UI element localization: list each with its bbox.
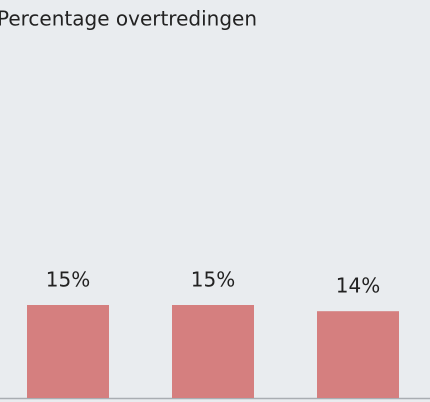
value-label: 15% [191,268,235,292]
bar [172,305,254,398]
chart-title: Percentage overtredingen [0,7,257,31]
bar [317,311,399,398]
value-label: 15% [46,268,90,292]
bar [27,305,109,398]
value-label: 14% [336,274,380,298]
